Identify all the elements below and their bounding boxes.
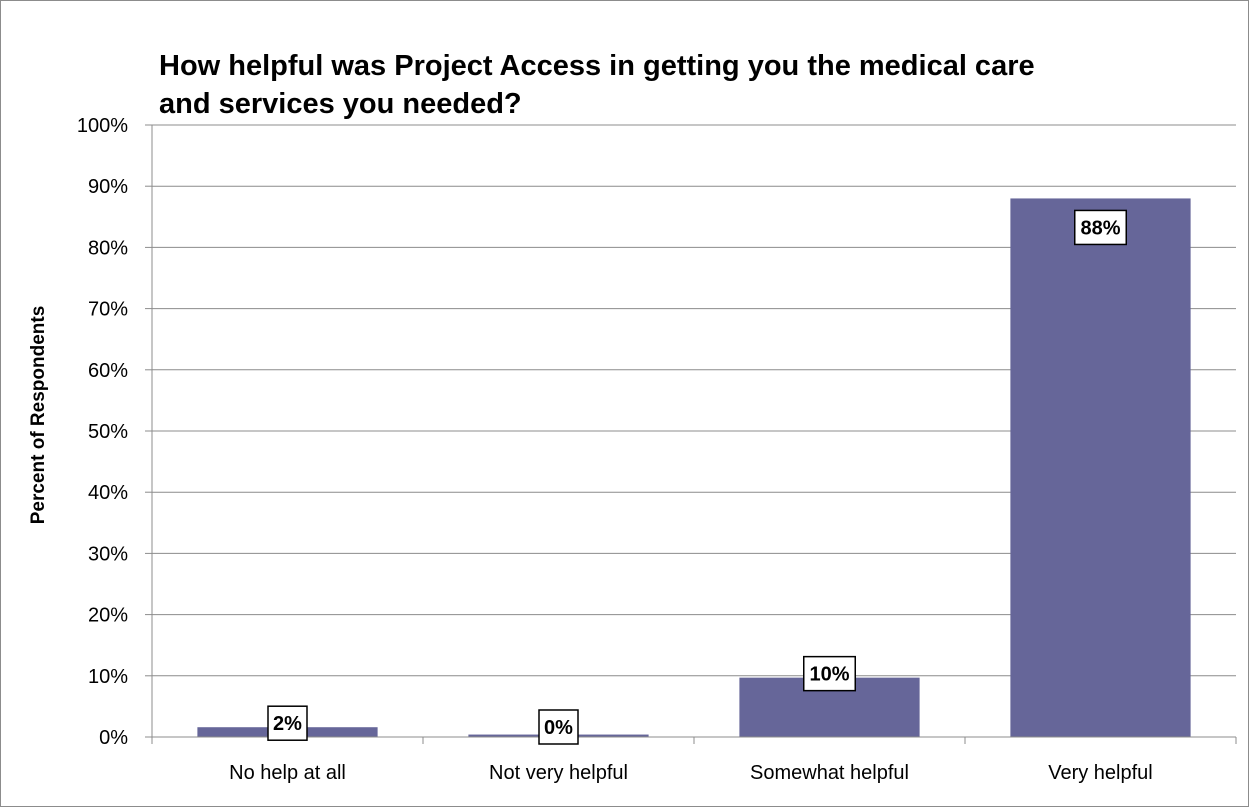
data-label-box	[267, 705, 308, 741]
data-label: 88%	[1080, 217, 1120, 239]
y-tick-label: 0%	[99, 727, 128, 749]
x-category-label: Very helpful	[1048, 762, 1153, 784]
y-tick-label: 40%	[88, 482, 128, 504]
y-tick-label: 90%	[88, 176, 128, 198]
data-label-box	[538, 709, 579, 745]
y-tick-label: 30%	[88, 543, 128, 565]
data-label: 0%	[544, 717, 573, 739]
bars	[197, 198, 1191, 737]
bar	[1010, 198, 1191, 737]
y-tick-label: 70%	[88, 299, 128, 321]
y-tick-label: 80%	[88, 237, 128, 259]
labels: 0% 10% 20% 30% 40% 50% 60% 70% 80% 90% 100% No help…	[77, 115, 1153, 784]
data-label-box	[1074, 209, 1127, 246]
chart-title: How helpful was Project Access in gettin…	[159, 50, 1035, 120]
y-axis-title: Percent of Respondents	[28, 306, 49, 525]
y-tick-label: 100%	[77, 115, 128, 137]
x-category-label: Somewhat helpful	[750, 762, 909, 784]
x-category-label: Not very helpful	[489, 762, 628, 784]
y-tick-label: 60%	[88, 360, 128, 382]
x-category-label: No help at all	[229, 762, 346, 784]
axes	[145, 124, 1237, 744]
y-tick-label: 20%	[88, 605, 128, 627]
data-label-box	[803, 655, 856, 692]
data-label: 2%	[273, 713, 302, 735]
y-tick-label: 10%	[88, 666, 128, 688]
y-tick-label: 50%	[88, 421, 128, 443]
data-label: 10%	[809, 664, 849, 686]
